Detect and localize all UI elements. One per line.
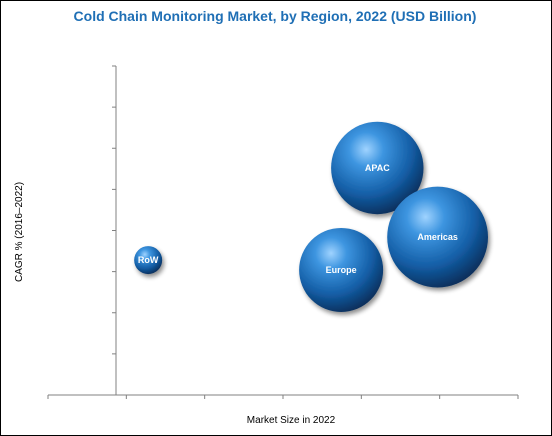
- x-axis-label: Market Size in 2022: [247, 415, 336, 426]
- bubble-label: APAC: [365, 163, 390, 173]
- bubble-mark: [299, 227, 384, 312]
- bubble-mark: [387, 186, 488, 288]
- y-axis-label: CAGR % (2016–2022): [14, 182, 25, 282]
- bubble-americas: Americas: [387, 186, 488, 288]
- bubble-row: RoW: [134, 246, 163, 275]
- bubble-mark: [134, 246, 163, 275]
- bubble-apac: APAC: [331, 121, 424, 215]
- bubble-label: Europe: [326, 265, 357, 275]
- chart-title: Cold Chain Monitoring Market, by Region,…: [73, 8, 477, 24]
- bubble-label: RoW: [138, 255, 159, 265]
- bubble-mark: [331, 121, 424, 215]
- bubble-label: Americas: [417, 232, 458, 242]
- bubble-europe: Europe: [299, 227, 384, 312]
